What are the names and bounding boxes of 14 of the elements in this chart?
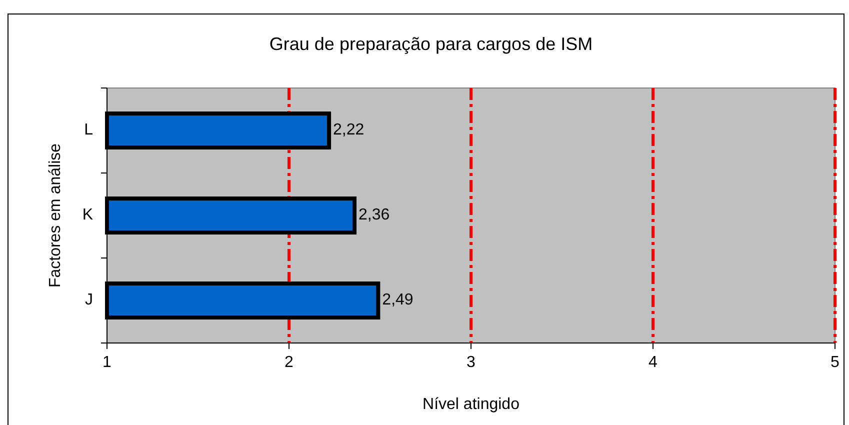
x-tick-label: 4 (648, 354, 658, 371)
x-axis-title: Nível atingido (422, 396, 520, 413)
y-tick-label: L (84, 122, 94, 139)
x-tick-label: 5 (830, 354, 840, 371)
y-tick-label: J (85, 292, 93, 309)
x-tick-label: 2 (284, 354, 294, 371)
x-tick-label: 1 (102, 354, 112, 371)
chart-title: Grau de preparação para cargos de ISM (269, 34, 593, 54)
y-tick-label: K (82, 206, 94, 224)
data-label: 2,22 (333, 122, 364, 139)
y-axis-title: Factores em análise (47, 143, 64, 288)
data-label: 2,49 (382, 292, 414, 309)
x-tick-label: 3 (466, 354, 476, 371)
data-label: 2,36 (358, 206, 390, 224)
